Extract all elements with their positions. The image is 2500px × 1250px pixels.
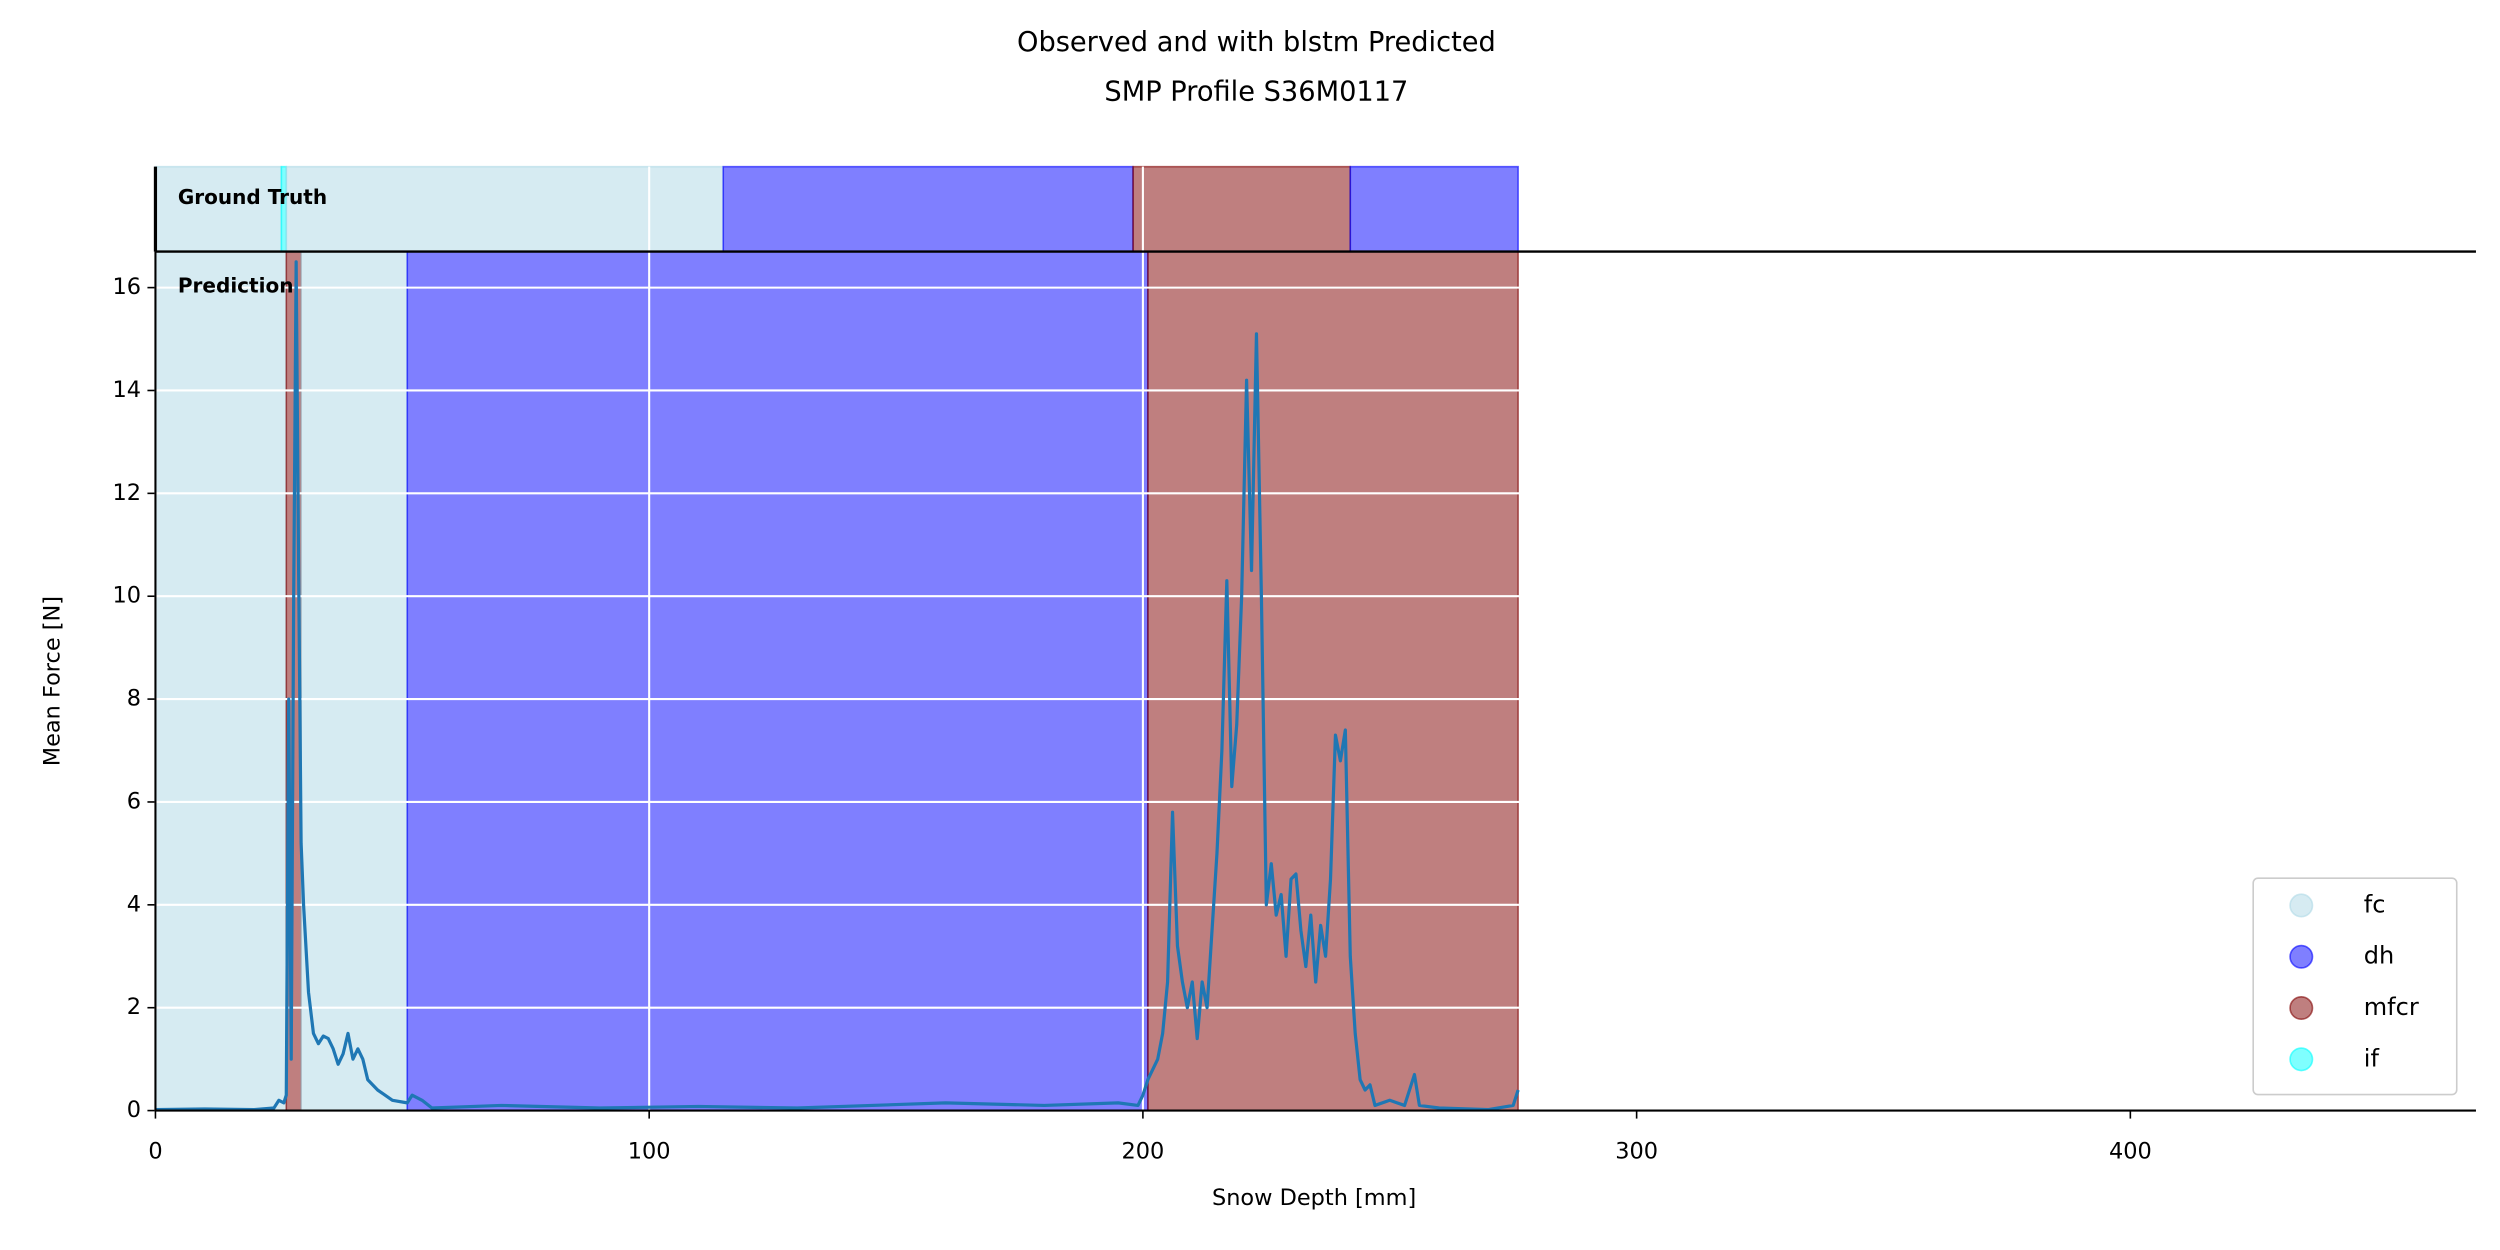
legend-box: [2252, 877, 2458, 1096]
legend-label: if: [2364, 1044, 2380, 1072]
ground_truth-segment: [1349, 165, 1519, 253]
x-tick-label: 0: [148, 1139, 162, 1165]
y-axis-label: Mean Force [N]: [39, 596, 65, 766]
prediction-segment: [406, 250, 1149, 1112]
ground_truth-segment: [154, 165, 283, 253]
y-tick-label: 6: [127, 788, 141, 814]
chart-title: Observed and with blstm Predicted: [1017, 27, 1496, 58]
legend-marker: [2289, 1047, 2314, 1072]
legend-label: mfcr: [2364, 993, 2419, 1021]
x-tick-label: 200: [1122, 1139, 1165, 1165]
x-tick-label: 300: [1615, 1139, 1658, 1165]
y-tick-label: 12: [112, 480, 141, 506]
prediction-segment: [154, 250, 288, 1112]
ground_truth-segment: [1132, 165, 1352, 253]
y-tick-label: 0: [127, 1097, 141, 1123]
y-tick-label: 4: [127, 891, 141, 917]
legend-marker: [2289, 944, 2314, 969]
ground_truth-segment: [722, 165, 1134, 253]
x-tick-label: 400: [2109, 1139, 2152, 1165]
y-tick-label: 14: [112, 377, 141, 403]
strip-label: Ground Truth: [178, 185, 327, 209]
strip-label: Prediction: [178, 273, 294, 297]
ground_truth-segment: [285, 165, 725, 253]
legend-label: fc: [2364, 890, 2386, 918]
y-tick-label: 10: [112, 583, 141, 609]
legend-marker: [2289, 893, 2314, 918]
prediction-segment: [300, 250, 409, 1112]
legend-marker: [2289, 995, 2314, 1021]
force-line: [155, 260, 1520, 1111]
x-tick-label: 100: [628, 1139, 671, 1165]
y-tick-label: 16: [112, 274, 141, 300]
chart-subtitle: SMP Profile S36M0117: [1104, 76, 1408, 107]
y-tick-label: 8: [127, 686, 141, 712]
y-tick-label: 2: [127, 994, 141, 1020]
x-axis-label: Snow Depth [mm]: [1212, 1185, 1416, 1211]
legend-label: dh: [2364, 942, 2394, 970]
